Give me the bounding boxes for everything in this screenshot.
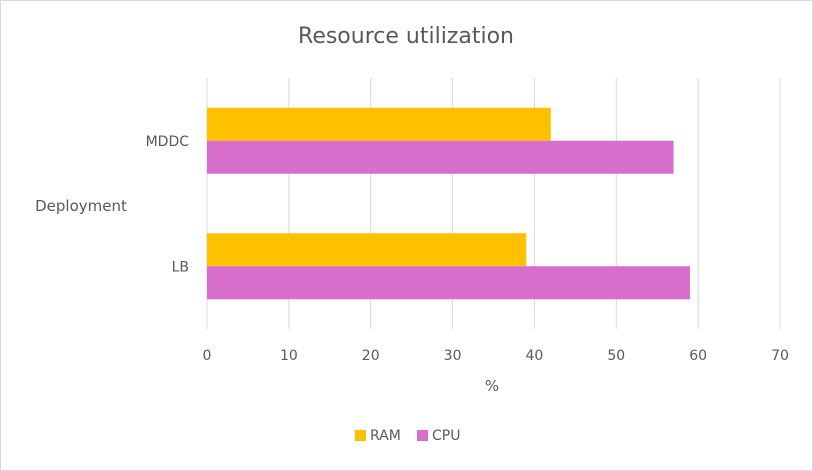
bar-lb-ram bbox=[207, 233, 527, 267]
x-tick-label-20: 20 bbox=[362, 348, 380, 364]
x-tick-label-10: 10 bbox=[280, 348, 298, 364]
bar-mddc-ram bbox=[207, 107, 551, 141]
x-tick-label-70: 70 bbox=[771, 348, 789, 364]
x-axis-title: % bbox=[485, 377, 499, 395]
x-tick-label-60: 60 bbox=[689, 348, 707, 364]
legend: RAM CPU bbox=[355, 428, 460, 444]
chart-title: Resource utilization bbox=[298, 24, 514, 49]
x-tick-label-50: 50 bbox=[607, 348, 625, 364]
bar-mddc-cpu bbox=[207, 140, 674, 174]
x-tick-label-40: 40 bbox=[526, 348, 544, 364]
y-axis-title: Deployment bbox=[35, 197, 127, 215]
bar-lb-cpu bbox=[207, 266, 690, 300]
legend-label-ram: RAM bbox=[370, 428, 401, 444]
category-label-mddc: MDDC bbox=[146, 134, 190, 150]
x-tick-label-0: 0 bbox=[203, 348, 212, 364]
legend-swatch-cpu bbox=[417, 430, 428, 441]
legend-swatch-ram bbox=[355, 430, 366, 441]
bars bbox=[207, 107, 690, 300]
x-tick-labels: 0 10 20 30 40 50 60 70 bbox=[203, 348, 789, 364]
legend-label-cpu: CPU bbox=[432, 428, 460, 444]
category-label-lb: LB bbox=[172, 259, 189, 275]
x-tick-label-30: 30 bbox=[444, 348, 462, 364]
category-labels: MDDC LB bbox=[146, 134, 190, 276]
